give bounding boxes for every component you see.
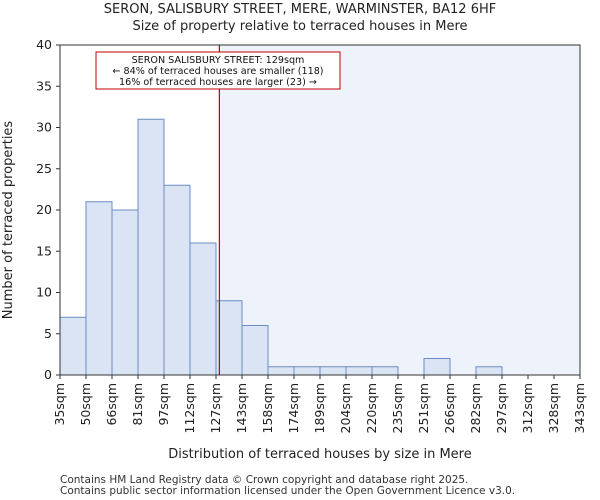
bar-282sqm — [475, 366, 503, 376]
x-tick-label: 220sqm — [364, 383, 379, 433]
annotation-box — [95, 51, 341, 90]
bar-97sqm — [163, 184, 191, 376]
x-tick-label: 343sqm — [572, 383, 587, 433]
x-tick-label: 174sqm — [286, 383, 301, 433]
bar-251sqm — [423, 358, 451, 376]
annotation-group: SERON SALISBURY STREET: 129sqm← 84% of t… — [95, 51, 341, 90]
bar-158sqm — [267, 366, 295, 376]
bar-35sqm — [59, 316, 87, 376]
x-tick-label: 66sqm — [104, 383, 119, 426]
chart-subtitle: Size of property relative to terraced ho… — [132, 19, 468, 34]
bars-group — [59, 118, 503, 376]
y-tick-label: 30 — [36, 120, 52, 135]
bar-112sqm — [189, 242, 217, 376]
bar-174sqm — [293, 366, 321, 376]
y-tick-label: 40 — [36, 37, 52, 52]
x-tick-label: 158sqm — [260, 383, 275, 433]
bar-81sqm — [137, 118, 165, 376]
y-tick-label: 20 — [36, 202, 52, 217]
bar-66sqm — [111, 209, 139, 376]
x-tick-label: 251sqm — [416, 383, 431, 433]
bar-189sqm — [319, 366, 347, 376]
y-tick-label: 25 — [36, 161, 52, 176]
y-tick-label: 35 — [36, 78, 52, 93]
x-tick-label: 143sqm — [234, 383, 249, 433]
larger-region-highlight — [219, 45, 580, 375]
x-axis-label: Distribution of terraced houses by size … — [168, 447, 471, 462]
annotation-line-3: 16% of terraced houses are larger (23) → — [119, 77, 317, 88]
bar-204sqm — [345, 366, 373, 376]
footer-line-1: Contains HM Land Registry data © Crown c… — [60, 474, 469, 486]
y-axis-label: Number of terraced properties — [1, 121, 16, 320]
y-tick-label: 10 — [36, 285, 52, 300]
annotation-line-2: ← 84% of terraced houses are smaller (11… — [112, 66, 323, 77]
x-tick-label: 189sqm — [312, 383, 327, 433]
x-tick-label: 35sqm — [52, 383, 67, 426]
x-tick-label: 266sqm — [442, 383, 457, 433]
x-tick-label: 50sqm — [78, 383, 93, 426]
x-tick-label: 312sqm — [520, 383, 535, 433]
y-tick-label: 15 — [36, 243, 52, 258]
bar-50sqm — [85, 201, 113, 376]
axes-group: 0 5 10 15 20 25 30 35 40 35sqm 50sqm 66sqm 81sqm 97sq… — [36, 37, 587, 433]
bar-143sqm — [241, 325, 269, 376]
x-tick-label: 235sqm — [390, 383, 405, 433]
x-tick-label: 297sqm — [494, 383, 509, 433]
x-tick-label: 282sqm — [468, 383, 483, 433]
chart-title: SERON, SALISBURY STREET, MERE, WARMINSTE… — [103, 2, 497, 17]
x-tick-label: 112sqm — [182, 383, 197, 433]
footer-line-2: Contains public sector information licen… — [60, 485, 516, 497]
x-tick-label: 97sqm — [156, 383, 171, 426]
x-tick-label: 328sqm — [546, 383, 561, 433]
x-tick-label: 81sqm — [130, 383, 145, 426]
x-tick-label: 204sqm — [338, 383, 353, 433]
annotation-line-1: SERON SALISBURY STREET: 129sqm — [132, 55, 305, 66]
y-tick-label: 5 — [44, 326, 52, 341]
y-tick-label: 0 — [44, 367, 52, 382]
x-tick-label: 127sqm — [208, 383, 223, 433]
bar-220sqm — [371, 366, 399, 376]
